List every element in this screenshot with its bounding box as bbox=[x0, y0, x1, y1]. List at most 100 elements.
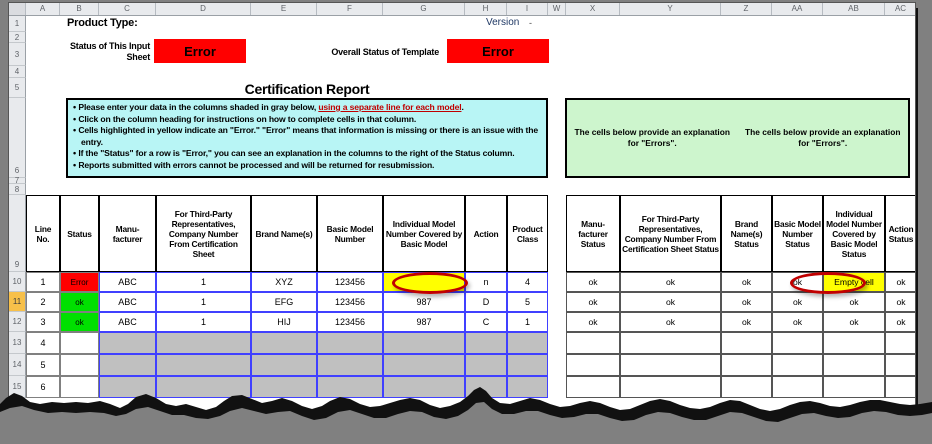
main-table-cell-r6-basic-model[interactable] bbox=[317, 376, 383, 398]
status-table-cell-r4-individual-model-status[interactable] bbox=[823, 332, 885, 354]
status-table-cell-r1-basic-model-status[interactable]: ok bbox=[772, 272, 823, 292]
status-table-header-2[interactable]: Brand Name(s) Status bbox=[721, 195, 772, 272]
column-header-E[interactable]: E bbox=[251, 3, 317, 15]
column-header-AB[interactable]: AB bbox=[823, 3, 885, 15]
main-table-cell-r2-company-number[interactable]: 1 bbox=[156, 292, 251, 312]
row-header-14[interactable]: 14 bbox=[9, 354, 26, 376]
column-header-A[interactable]: A bbox=[26, 3, 60, 15]
row-header-3[interactable]: 3 bbox=[9, 43, 26, 66]
main-table-cell-r6-manufacturer[interactable] bbox=[99, 376, 156, 398]
status-table-cell-r4-brand-status[interactable] bbox=[721, 332, 772, 354]
status-table-cell-r5-company-number-status[interactable] bbox=[620, 354, 721, 376]
status-table-cell-r6-basic-model-status[interactable] bbox=[772, 376, 823, 398]
main-table-cell-r2-individual-model[interactable]: 987 bbox=[383, 292, 465, 312]
status-table-header-5[interactable]: Action Status bbox=[885, 195, 915, 272]
status-table-cell-r2-brand-status[interactable]: ok bbox=[721, 292, 772, 312]
main-table-cell-r1-basic-model[interactable]: 123456 bbox=[317, 272, 383, 292]
main-table-cell-r1-status[interactable]: Error bbox=[60, 272, 99, 292]
status-table-cell-r3-individual-model-status[interactable]: ok bbox=[823, 312, 885, 332]
main-table-cell-r4-product-class[interactable] bbox=[507, 332, 548, 354]
main-table-cell-r4-manufacturer[interactable] bbox=[99, 332, 156, 354]
main-table-header-4[interactable]: Brand Name(s) bbox=[251, 195, 317, 272]
main-table-cell-r5-status[interactable] bbox=[60, 354, 99, 376]
status-table-header-4[interactable]: Individual Model Number Covered by Basic… bbox=[823, 195, 885, 272]
main-table-cell-r3-brand[interactable]: HIJ bbox=[251, 312, 317, 332]
main-table-cell-r5-action[interactable] bbox=[465, 354, 507, 376]
status-table-cell-r4-manufacturer-status[interactable] bbox=[566, 332, 620, 354]
row-header-1[interactable]: 1 bbox=[9, 16, 26, 32]
column-header-W[interactable]: W bbox=[548, 3, 566, 15]
column-header-Z[interactable]: Z bbox=[721, 3, 772, 15]
main-table-header-1[interactable]: Status bbox=[60, 195, 99, 272]
status-table-cell-r1-company-number-status[interactable]: ok bbox=[620, 272, 721, 292]
row-header-8[interactable]: 8 bbox=[9, 184, 26, 195]
main-table-header-8[interactable]: Product Class bbox=[507, 195, 548, 272]
main-table-cell-r6-brand[interactable] bbox=[251, 376, 317, 398]
main-table-cell-r4-action[interactable] bbox=[465, 332, 507, 354]
status-table-cell-r6-individual-model-status[interactable] bbox=[823, 376, 885, 398]
main-table-cell-r3-line-no[interactable]: 3 bbox=[26, 312, 60, 332]
column-header-F[interactable]: F bbox=[317, 3, 383, 15]
main-table-cell-r1-action[interactable]: n bbox=[465, 272, 507, 292]
select-all-corner[interactable] bbox=[9, 3, 26, 15]
column-header-I[interactable]: I bbox=[507, 3, 548, 15]
row-header-6[interactable]: 6 bbox=[9, 98, 26, 178]
row-header-15[interactable]: 15 bbox=[9, 376, 26, 398]
status-table-cell-r6-manufacturer-status[interactable] bbox=[566, 376, 620, 398]
row-header-7[interactable]: 7 bbox=[9, 177, 26, 185]
main-table-cell-r4-basic-model[interactable] bbox=[317, 332, 383, 354]
status-table-cell-r1-manufacturer-status[interactable]: ok bbox=[566, 272, 620, 292]
main-table-cell-r1-product-class[interactable]: 4 bbox=[507, 272, 548, 292]
main-table-cell-r1-manufacturer[interactable]: ABC bbox=[99, 272, 156, 292]
column-header-X[interactable]: X bbox=[566, 3, 620, 15]
main-table-cell-r3-company-number[interactable]: 1 bbox=[156, 312, 251, 332]
main-table-cell-r2-product-class[interactable]: 5 bbox=[507, 292, 548, 312]
status-table-cell-r2-company-number-status[interactable]: ok bbox=[620, 292, 721, 312]
column-header-D[interactable]: D bbox=[156, 3, 251, 15]
status-table-cell-r6-action-status[interactable] bbox=[885, 376, 915, 398]
main-table-cell-r1-individual-model[interactable] bbox=[383, 272, 465, 292]
main-table-cell-r2-basic-model[interactable]: 123456 bbox=[317, 292, 383, 312]
status-table-cell-r3-manufacturer-status[interactable]: ok bbox=[566, 312, 620, 332]
column-header-B[interactable]: B bbox=[60, 3, 99, 15]
main-table-cell-r3-manufacturer[interactable]: ABC bbox=[99, 312, 156, 332]
main-table-header-7[interactable]: Action bbox=[465, 195, 507, 272]
column-header-G[interactable]: G bbox=[383, 3, 465, 15]
main-table-cell-r5-brand[interactable] bbox=[251, 354, 317, 376]
main-table-header-6[interactable]: Individual Model Number Covered by Basic… bbox=[383, 195, 465, 272]
status-table-cell-r2-manufacturer-status[interactable]: ok bbox=[566, 292, 620, 312]
column-header-C[interactable]: C bbox=[99, 3, 156, 15]
main-table-cell-r1-brand[interactable]: XYZ bbox=[251, 272, 317, 292]
main-table-cell-r4-brand[interactable] bbox=[251, 332, 317, 354]
status-table-cell-r5-individual-model-status[interactable] bbox=[823, 354, 885, 376]
main-table-header-0[interactable]: Line No. bbox=[26, 195, 60, 272]
main-table-cell-r2-brand[interactable]: EFG bbox=[251, 292, 317, 312]
main-table-cell-r5-individual-model[interactable] bbox=[383, 354, 465, 376]
row-header-9[interactable]: 9 bbox=[9, 195, 26, 272]
status-table-cell-r5-basic-model-status[interactable] bbox=[772, 354, 823, 376]
main-table-cell-r5-product-class[interactable] bbox=[507, 354, 548, 376]
main-table-cell-r5-line-no[interactable]: 5 bbox=[26, 354, 60, 376]
status-table-cell-r4-basic-model-status[interactable] bbox=[772, 332, 823, 354]
main-table-cell-r3-basic-model[interactable]: 123456 bbox=[317, 312, 383, 332]
main-table-cell-r1-line-no[interactable]: 1 bbox=[26, 272, 60, 292]
main-table-cell-r2-line-no[interactable]: 2 bbox=[26, 292, 60, 312]
row-header-12[interactable]: 12 bbox=[9, 312, 26, 332]
main-table-header-5[interactable]: Basic Model Number bbox=[317, 195, 383, 272]
status-table-cell-r1-brand-status[interactable]: ok bbox=[721, 272, 772, 292]
status-table-cell-r1-individual-model-status[interactable]: Empty cell bbox=[823, 272, 885, 292]
row-header-10[interactable]: 10 bbox=[9, 272, 26, 292]
main-table-cell-r5-company-number[interactable] bbox=[156, 354, 251, 376]
main-table-cell-r4-individual-model[interactable] bbox=[383, 332, 465, 354]
column-header-AC[interactable]: AC bbox=[885, 3, 915, 15]
main-table-cell-r2-status[interactable]: ok bbox=[60, 292, 99, 312]
main-table-cell-r5-manufacturer[interactable] bbox=[99, 354, 156, 376]
status-table-cell-r3-company-number-status[interactable]: ok bbox=[620, 312, 721, 332]
main-table-cell-r6-line-no[interactable]: 6 bbox=[26, 376, 60, 398]
main-table-cell-r6-status[interactable] bbox=[60, 376, 99, 398]
status-table-cell-r5-brand-status[interactable] bbox=[721, 354, 772, 376]
status-table-cell-r4-company-number-status[interactable] bbox=[620, 332, 721, 354]
main-table-cell-r3-status[interactable]: ok bbox=[60, 312, 99, 332]
column-header-AA[interactable]: AA bbox=[772, 3, 823, 15]
status-table-cell-r5-manufacturer-status[interactable] bbox=[566, 354, 620, 376]
